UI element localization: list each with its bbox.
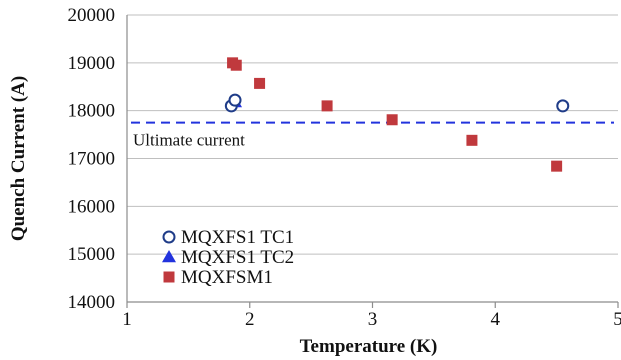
grid [127,14,618,255]
legend: MQXFS1 TC1 MQXFS1 TC2 MQXFSM1 [162,227,294,288]
x-tick-label: 3 [368,309,378,330]
x-axis-title: Temperature (K) [300,336,438,357]
data-point [551,160,563,172]
data-point [228,93,242,107]
y-tick-label: 19000 [68,53,116,74]
data-points [224,57,570,172]
y-tick-label: 16000 [68,196,116,217]
y-axis-title: Quench Current (A) [8,76,29,241]
x-tick-label: 4 [491,309,501,330]
data-point [466,134,478,146]
y-axis-ticks: 14000 15000 16000 17000 18000 19000 20000 [68,5,116,313]
y-tick-label: 15000 [68,244,116,265]
x-tick-label: 1 [122,309,132,330]
y-tick-label: 18000 [68,101,116,122]
x-tick-label: 5 [613,309,621,330]
y-tick-label: 17000 [68,149,116,170]
legend-marker-circle [162,230,176,244]
x-axis-ticks: 1 2 3 4 5 [122,302,621,330]
x-tick-label: 2 [245,309,255,330]
legend-label: MQXFSM1 [181,267,273,288]
legend-marker-square [163,271,175,283]
data-point [230,59,242,71]
legend-label: MQXFS1 TC2 [181,247,294,268]
legend-label: MQXFS1 TC1 [181,227,294,248]
data-point [254,77,266,89]
data-point [386,114,398,126]
legend-item-mqxfsm1: MQXFSM1 [163,267,273,288]
legend-marker-triangle [162,250,176,263]
data-point [321,100,333,112]
legend-item-mqxfs1-tc2: MQXFS1 TC2 [162,247,294,268]
y-tick-label: 20000 [68,5,116,26]
y-tick-label: 14000 [68,292,116,313]
reference-line-group: Ultimate current [131,121,614,150]
legend-item-mqxfs1-tc1: MQXFS1 TC1 [162,227,294,248]
ultimate-current-label: Ultimate current [133,131,245,150]
data-point [556,99,570,113]
